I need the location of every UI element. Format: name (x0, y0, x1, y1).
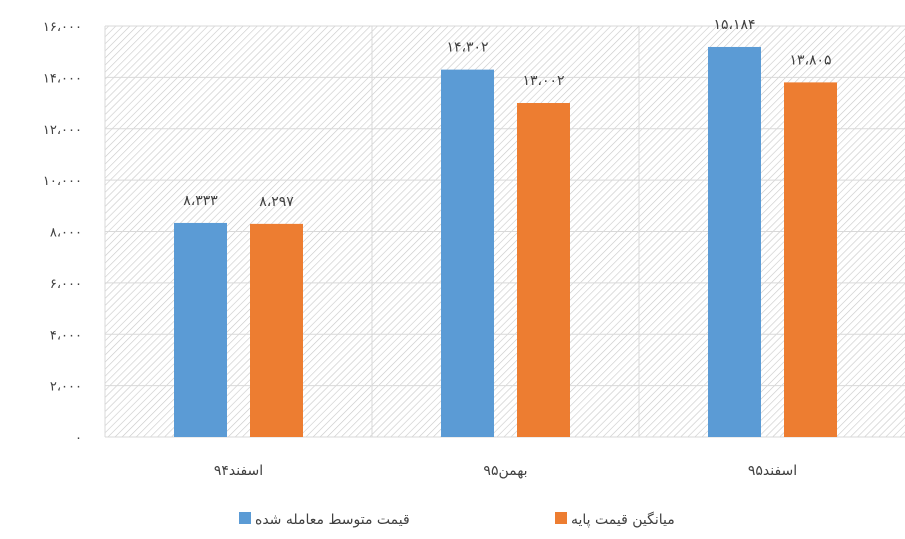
bar (174, 222, 227, 437)
legend: قیمت متوسط معامله شده میانگین قیمت پایه (239, 511, 675, 528)
bar (784, 82, 837, 437)
x-tick-label: اسفند۹۵ (748, 463, 797, 479)
legend-label: قیمت متوسط معامله شده (255, 512, 410, 528)
bars (174, 46, 837, 438)
data-label: ۸،۳۳۳ (183, 193, 218, 209)
x-tick-label: بهمن۹۵ (483, 463, 527, 479)
data-label: ۱۳،۰۰۲ (522, 73, 564, 89)
y-tick-label: ۸،۰۰۰ (50, 226, 82, 241)
data-labels: ۸،۳۳۳ ۸،۲۹۷ ۱۴،۳۰۲ ۱۳،۰۰۲ ۱۵،۱۸۴ ۱۳،۸۰۵ (183, 17, 831, 210)
y-tick-label: ۰ (75, 431, 82, 446)
data-label: ۸،۲۹۷ (259, 194, 294, 210)
y-tick-label: ۴،۰۰۰ (50, 328, 82, 343)
bar (517, 103, 570, 438)
y-tick-label: ۱۴،۰۰۰ (43, 71, 82, 86)
y-tick-label: ۶،۰۰۰ (50, 277, 82, 292)
bar (250, 223, 303, 437)
y-tick-label: ۱۰،۰۰۰ (43, 174, 82, 189)
y-tick-label: ۱۶،۰۰۰ (43, 20, 82, 35)
legend-swatch (239, 512, 251, 524)
legend-swatch (555, 512, 567, 524)
y-tick-label: ۲،۰۰۰ (50, 380, 82, 395)
bar (441, 69, 494, 438)
data-label: ۱۵،۱۸۴ (713, 17, 755, 33)
x-axis-categories: اسفند۹۴ بهمن۹۵ اسفند۹۵ (214, 463, 797, 479)
data-label: ۱۴،۳۰۲ (446, 40, 488, 56)
bar (708, 46, 761, 437)
data-label: ۱۳،۸۰۵ (789, 52, 831, 68)
y-tick-label: ۱۲،۰۰۰ (43, 123, 82, 138)
x-tick-label: اسفند۹۴ (214, 463, 263, 479)
gridlines (104, 25, 905, 438)
y-axis-ticks: ۰ ۲،۰۰۰ ۴،۰۰۰ ۶،۰۰۰ ۸،۰۰۰ ۱۰،۰۰۰ ۱۲،۰۰۰ ۱۴،۰۰۰ ۱… (43, 20, 82, 446)
legend-label: میانگین قیمت پایه (571, 511, 675, 528)
